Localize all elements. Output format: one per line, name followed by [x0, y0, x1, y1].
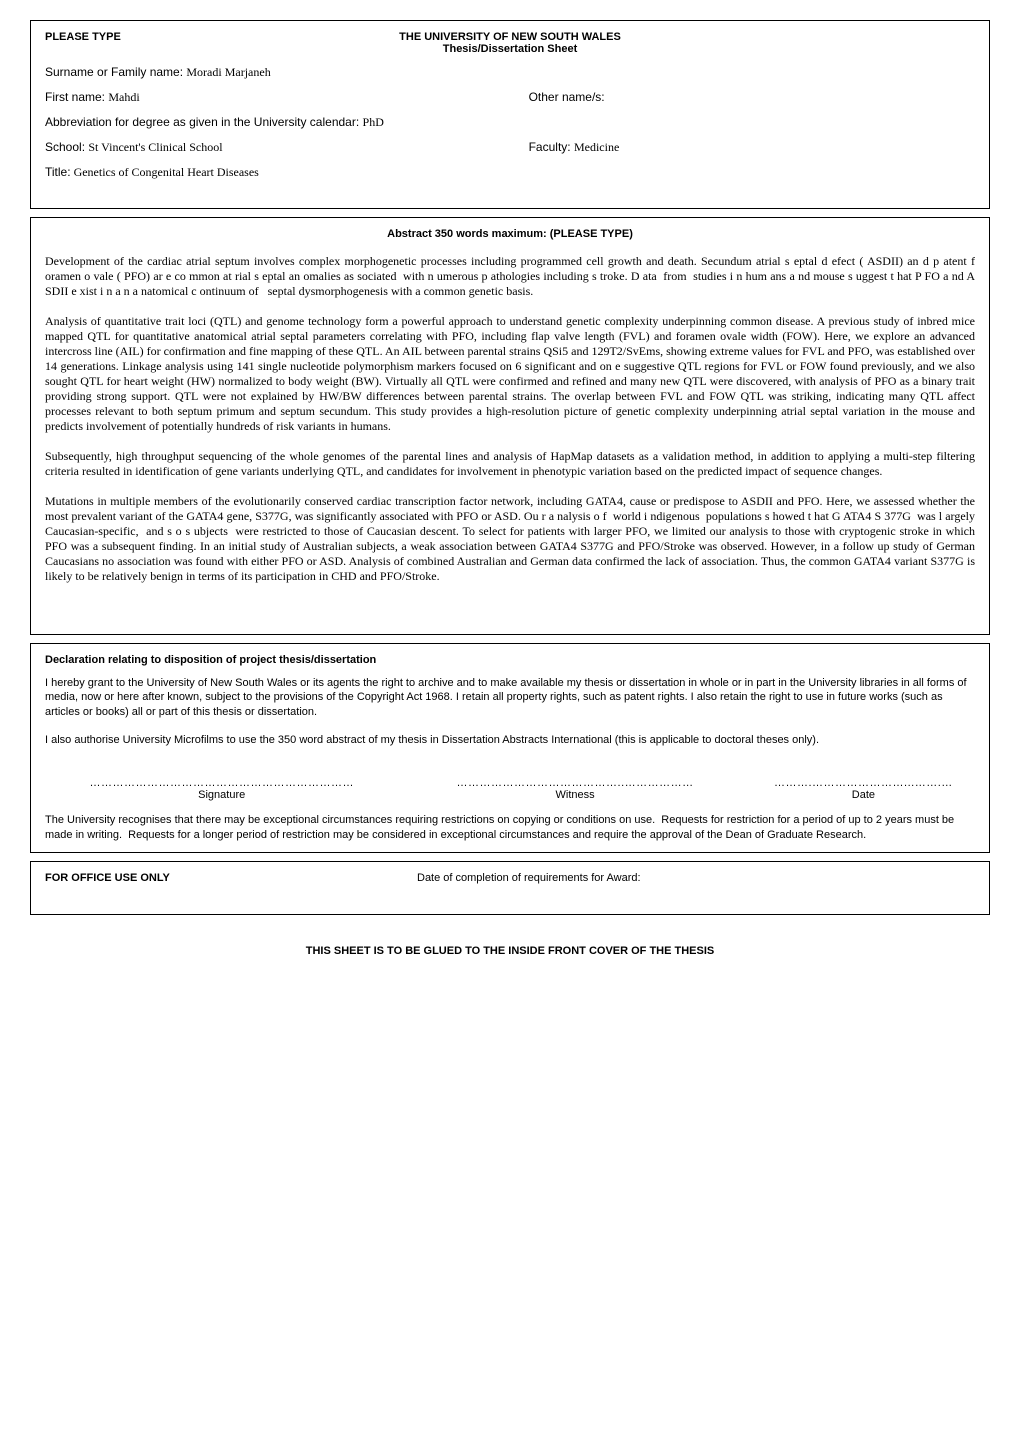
date-dots: ……….……………………...…….… [752, 777, 975, 789]
school-label: School: [45, 140, 85, 154]
school-row: School: St Vincent's Clinical School Fac… [45, 140, 975, 155]
firstname-row: First name: Mahdi Other name/s: [45, 90, 975, 105]
abstract-box: Abstract 350 words maximum: (PLEASE TYPE… [30, 217, 990, 635]
abbreviation-row: Abbreviation for degree as given in the … [45, 115, 975, 130]
signature-dots: …………………………………………………………… [45, 777, 398, 789]
please-type-label: PLEASE TYPE [45, 31, 278, 55]
declaration-box: Declaration relating to disposition of p… [30, 643, 990, 853]
faculty-value: Medicine [574, 140, 619, 154]
title-value: Genetics of Congenital Heart Diseases [74, 165, 259, 179]
declaration-heading: Declaration relating to disposition of p… [45, 654, 975, 666]
witness-dots: ……………………………………..……………… [398, 777, 751, 789]
date-label: Date [752, 789, 975, 801]
firstname-value: Mahdi [108, 90, 139, 104]
university-name: THE UNIVERSITY OF NEW SOUTH WALES [278, 31, 743, 43]
witness-col: ……………………………………..……………… Witness [398, 777, 751, 801]
witness-label: Witness [398, 789, 751, 801]
sheet-title: Thesis/Dissertation Sheet [278, 43, 743, 55]
school-value: St Vincent's Clinical School [88, 140, 222, 154]
firstname-label: First name: [45, 90, 105, 104]
office-box: FOR OFFICE USE ONLY Date of completion o… [30, 861, 990, 915]
signature-col: …………………………………………………………… Signature [45, 777, 398, 801]
othernames-label: Other name/s: [529, 90, 605, 104]
office-row: FOR OFFICE USE ONLY Date of completion o… [45, 872, 975, 884]
recognition-text: The University recognises that there may… [45, 813, 975, 842]
title-row: Title: Genetics of Congenital Heart Dise… [45, 165, 975, 180]
office-label: FOR OFFICE USE ONLY [45, 872, 417, 884]
footer-instruction: THIS SHEET IS TO BE GLUED TO THE INSIDE … [30, 945, 990, 957]
title-label: Title: [45, 165, 71, 179]
abbreviation-value: PhD [363, 115, 384, 129]
signature-row: …………………………………………………………… Signature ………………… [45, 777, 975, 801]
please-type-row: PLEASE TYPE THE UNIVERSITY OF NEW SOUTH … [45, 31, 975, 55]
signature-label: Signature [45, 789, 398, 801]
declaration-body: I hereby grant to the University of New … [45, 676, 975, 747]
faculty-label: Faculty: [529, 140, 571, 154]
abbreviation-label: Abbreviation for degree as given in the … [45, 115, 359, 129]
abstract-heading: Abstract 350 words maximum: (PLEASE TYPE… [45, 228, 975, 240]
header-box: PLEASE TYPE THE UNIVERSITY OF NEW SOUTH … [30, 20, 990, 209]
surname-value: Moradi Marjaneh [186, 65, 270, 79]
surname-label: Surname or Family name: [45, 65, 183, 79]
abstract-body: Development of the cardiac atrial septum… [45, 254, 975, 584]
date-col: ……….……………………...…….… Date [752, 777, 975, 801]
surname-row: Surname or Family name: Moradi Marjaneh [45, 65, 975, 80]
office-date-label: Date of completion of requirements for A… [417, 872, 641, 884]
